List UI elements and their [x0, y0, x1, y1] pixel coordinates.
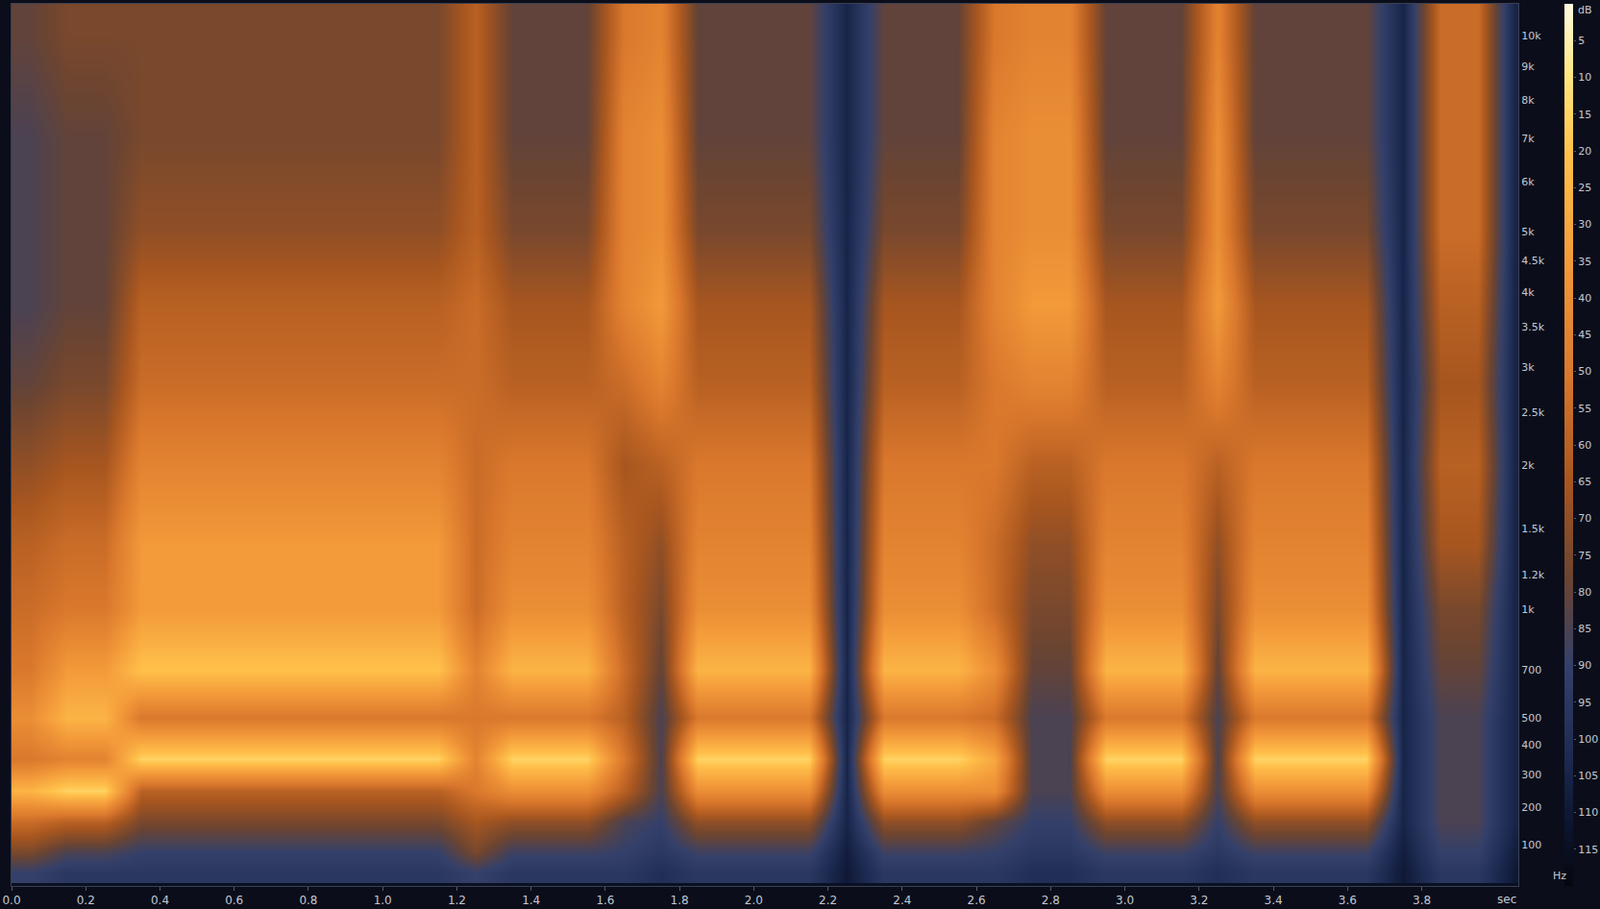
svg-text:500: 500 [1521, 712, 1542, 725]
svg-text:9k: 9k [1521, 60, 1535, 74]
svg-text:20: 20 [1577, 145, 1592, 158]
svg-text:Hz: Hz [1552, 869, 1567, 883]
svg-text:1.2k: 1.2k [1521, 568, 1545, 582]
svg-text:2.4: 2.4 [892, 893, 911, 908]
svg-text:1.6: 1.6 [595, 893, 615, 908]
svg-text:3.8: 3.8 [1412, 893, 1431, 908]
svg-text:4k: 4k [1521, 286, 1535, 299]
svg-text:0.2: 0.2 [76, 893, 96, 908]
svg-text:1.4: 1.4 [521, 893, 541, 908]
svg-text:5: 5 [1577, 34, 1585, 48]
svg-text:sec: sec [1497, 892, 1517, 907]
svg-text:1.5k: 1.5k [1521, 522, 1545, 536]
svg-text:45: 45 [1577, 328, 1592, 342]
svg-text:0.6: 0.6 [224, 893, 244, 908]
svg-text:3.2: 3.2 [1189, 893, 1208, 908]
svg-text:60: 60 [1577, 439, 1592, 452]
svg-text:70: 70 [1577, 512, 1592, 525]
svg-text:100: 100 [1521, 838, 1542, 852]
svg-text:4.5k: 4.5k [1521, 254, 1545, 268]
svg-text:40: 40 [1577, 292, 1592, 305]
svg-text:1.8: 1.8 [670, 893, 690, 908]
svg-text:2.2: 2.2 [818, 893, 837, 908]
svg-text:200: 200 [1521, 801, 1542, 814]
svg-text:35: 35 [1577, 255, 1592, 269]
svg-text:15: 15 [1577, 108, 1592, 122]
svg-text:2k: 2k [1521, 459, 1535, 472]
svg-text:dB: dB [1577, 3, 1593, 17]
svg-text:2.8: 2.8 [1041, 893, 1060, 908]
svg-text:1.0: 1.0 [373, 893, 393, 908]
svg-text:1.2: 1.2 [447, 893, 467, 908]
svg-text:3.5k: 3.5k [1521, 320, 1545, 334]
svg-text:0.0: 0.0 [1, 893, 21, 908]
svg-text:100: 100 [1577, 733, 1599, 746]
svg-text:105: 105 [1577, 769, 1599, 783]
svg-text:25: 25 [1577, 181, 1592, 195]
svg-text:75: 75 [1577, 549, 1592, 563]
svg-text:700: 700 [1521, 664, 1542, 677]
svg-text:80: 80 [1577, 586, 1592, 599]
svg-text:90: 90 [1577, 659, 1592, 672]
svg-text:300: 300 [1521, 768, 1542, 782]
svg-text:85: 85 [1577, 622, 1592, 636]
svg-text:1k: 1k [1521, 603, 1535, 616]
svg-text:3.0: 3.0 [1115, 893, 1134, 908]
svg-text:2.5k: 2.5k [1521, 406, 1545, 419]
svg-text:7k: 7k [1521, 132, 1535, 146]
svg-text:10: 10 [1577, 71, 1592, 84]
svg-text:10k: 10k [1521, 29, 1542, 43]
svg-text:2.0: 2.0 [744, 893, 764, 908]
svg-text:55: 55 [1577, 402, 1592, 416]
svg-text:3.6: 3.6 [1338, 893, 1357, 908]
svg-text:50: 50 [1577, 365, 1592, 378]
svg-text:8k: 8k [1521, 94, 1535, 107]
svg-text:3k: 3k [1521, 361, 1535, 374]
svg-text:5k: 5k [1521, 225, 1535, 239]
svg-text:0.4: 0.4 [150, 893, 170, 908]
svg-text:30: 30 [1577, 218, 1592, 231]
svg-text:0.8: 0.8 [298, 893, 318, 908]
svg-text:110: 110 [1577, 806, 1599, 819]
svg-text:65: 65 [1577, 475, 1592, 489]
svg-text:95: 95 [1577, 696, 1592, 710]
svg-text:400: 400 [1521, 738, 1542, 752]
svg-text:3.4: 3.4 [1264, 893, 1283, 908]
svg-text:2.6: 2.6 [967, 893, 986, 908]
svg-text:6k: 6k [1521, 175, 1535, 189]
svg-text:115: 115 [1577, 843, 1599, 857]
